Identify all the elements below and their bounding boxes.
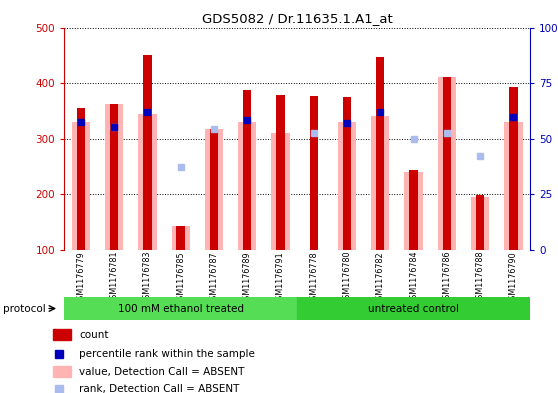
Bar — [176, 226, 185, 250]
Bar — [410, 170, 418, 250]
Bar — [205, 129, 223, 250]
Bar — [442, 77, 451, 250]
Bar — [243, 90, 251, 250]
Bar — [343, 97, 351, 250]
Bar — [509, 88, 518, 250]
Bar — [471, 197, 489, 250]
Bar — [76, 108, 85, 250]
Title: GDS5082 / Dr.11635.1.A1_at: GDS5082 / Dr.11635.1.A1_at — [202, 12, 392, 25]
Bar — [437, 77, 456, 250]
Bar — [405, 172, 423, 250]
Bar — [504, 122, 523, 250]
Bar — [54, 366, 71, 377]
Bar — [71, 122, 90, 250]
Text: percentile rank within the sample: percentile rank within the sample — [79, 349, 255, 359]
Bar — [371, 116, 389, 250]
Bar — [476, 195, 484, 250]
Bar — [376, 57, 384, 250]
Bar — [210, 129, 218, 250]
Bar — [310, 96, 318, 250]
Text: 100 mM ethanol treated: 100 mM ethanol treated — [118, 303, 244, 314]
Text: untreated control: untreated control — [368, 303, 459, 314]
Bar — [64, 297, 297, 320]
Bar — [138, 114, 157, 250]
Bar — [338, 122, 356, 250]
Bar — [105, 104, 123, 250]
Text: rank, Detection Call = ABSENT: rank, Detection Call = ABSENT — [79, 384, 239, 393]
Bar — [54, 329, 71, 340]
Bar — [143, 55, 152, 250]
Bar — [110, 104, 118, 250]
Bar — [297, 297, 530, 320]
Bar — [276, 95, 285, 250]
Text: value, Detection Call = ABSENT: value, Detection Call = ABSENT — [79, 367, 244, 377]
Text: count: count — [79, 330, 108, 340]
Bar — [271, 133, 290, 250]
Text: protocol: protocol — [3, 303, 46, 314]
Bar — [238, 122, 256, 250]
Bar — [171, 226, 190, 250]
